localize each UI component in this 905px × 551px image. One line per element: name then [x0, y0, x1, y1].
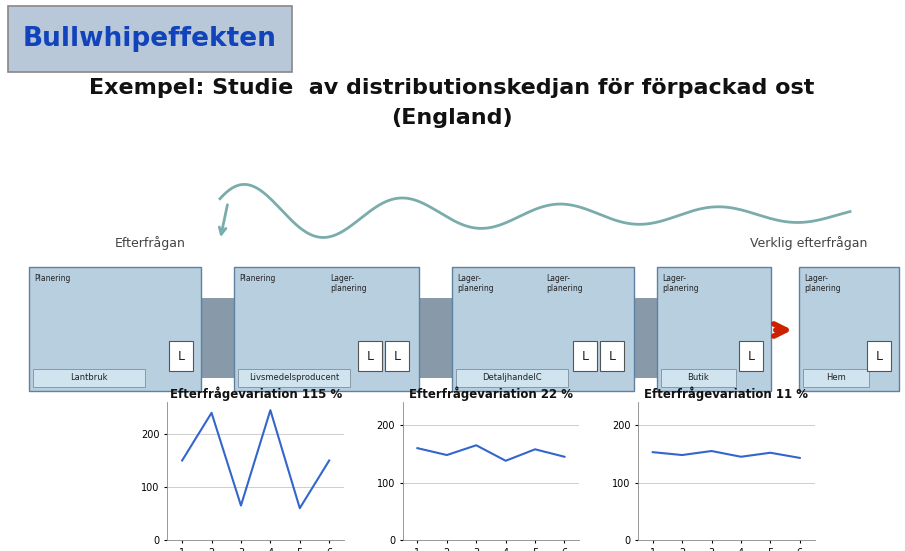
- FancyBboxPatch shape: [358, 341, 382, 371]
- FancyBboxPatch shape: [867, 341, 891, 371]
- FancyBboxPatch shape: [799, 267, 899, 391]
- Text: Lager-
planering: Lager- planering: [330, 274, 367, 293]
- FancyBboxPatch shape: [456, 369, 568, 387]
- Text: Lager-
planering: Lager- planering: [662, 274, 699, 293]
- FancyBboxPatch shape: [418, 298, 453, 378]
- FancyBboxPatch shape: [200, 298, 235, 378]
- Text: L: L: [875, 349, 882, 363]
- Text: L: L: [582, 349, 588, 363]
- Text: L: L: [367, 349, 374, 363]
- FancyBboxPatch shape: [29, 267, 201, 391]
- Text: Efterfrågan: Efterfrågan: [115, 236, 186, 250]
- Text: L: L: [608, 349, 615, 363]
- FancyBboxPatch shape: [657, 267, 771, 391]
- Text: Planering: Planering: [239, 274, 275, 283]
- FancyBboxPatch shape: [661, 369, 736, 387]
- Title: Efterfrågevariation 22 %: Efterfrågevariation 22 %: [409, 386, 573, 401]
- Text: DetaljhandelC: DetaljhandelC: [482, 374, 542, 382]
- FancyBboxPatch shape: [169, 341, 193, 371]
- Text: Lager-
planering: Lager- planering: [457, 274, 493, 293]
- FancyBboxPatch shape: [8, 6, 292, 72]
- Title: Efterfrågevariation 11 %: Efterfrågevariation 11 %: [644, 386, 808, 401]
- FancyBboxPatch shape: [600, 341, 624, 371]
- FancyBboxPatch shape: [633, 298, 658, 378]
- FancyBboxPatch shape: [452, 267, 634, 391]
- FancyBboxPatch shape: [33, 369, 145, 387]
- FancyBboxPatch shape: [234, 267, 419, 391]
- Text: Lager-
planering: Lager- planering: [547, 274, 583, 293]
- FancyBboxPatch shape: [385, 341, 409, 371]
- Text: Butik: Butik: [688, 374, 710, 382]
- Text: Lantbruk: Lantbruk: [71, 374, 108, 382]
- FancyBboxPatch shape: [739, 341, 763, 371]
- Text: Hem: Hem: [826, 374, 846, 382]
- Text: L: L: [748, 349, 755, 363]
- FancyBboxPatch shape: [238, 369, 350, 387]
- Text: Verklig efterfrågan: Verklig efterfrågan: [750, 236, 867, 250]
- Title: Efterfrågevariation 115 %: Efterfrågevariation 115 %: [169, 386, 342, 401]
- Text: Planering: Planering: [34, 274, 71, 283]
- FancyBboxPatch shape: [803, 369, 869, 387]
- Text: L: L: [177, 349, 185, 363]
- Text: L: L: [394, 349, 401, 363]
- Text: Bullwhipeffekten: Bullwhipeffekten: [23, 26, 277, 52]
- Text: (England): (England): [391, 108, 513, 128]
- Text: Lager-
planering: Lager- planering: [804, 274, 841, 293]
- Text: Livsmedelsproducent: Livsmedelsproducent: [249, 374, 339, 382]
- FancyBboxPatch shape: [573, 341, 597, 371]
- Text: Exempel: Studie  av distributionskedjan för förpackad ost: Exempel: Studie av distributionskedjan f…: [90, 78, 815, 98]
